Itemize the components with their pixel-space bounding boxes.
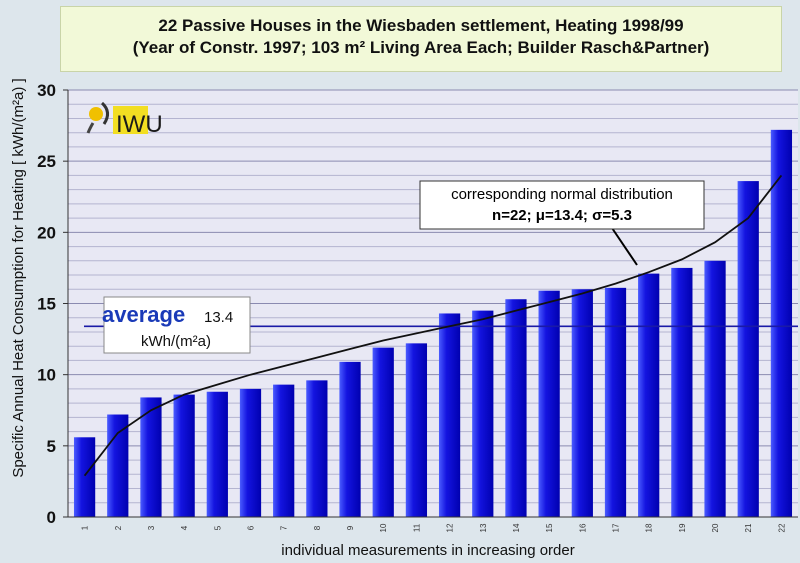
logo-text: IWU [116, 111, 163, 138]
y-tick-label: 10 [37, 366, 56, 385]
x-tick-label: 17 [612, 523, 621, 532]
bar [372, 347, 394, 517]
bar [339, 361, 361, 517]
bar [704, 260, 726, 517]
x-tick-label: 8 [313, 525, 322, 530]
x-tick-label: 3 [147, 525, 156, 530]
x-tick-label: 19 [678, 523, 687, 532]
bar [538, 290, 560, 517]
bar [306, 380, 328, 517]
bar [571, 289, 593, 517]
logo-arc [100, 101, 109, 125]
y-tick-label: 25 [37, 152, 56, 171]
average-box [103, 296, 251, 354]
logo-box [113, 106, 148, 134]
y-tick-label: 5 [47, 437, 56, 456]
bar [73, 437, 96, 517]
average-label: average [102, 302, 185, 327]
x-tick-label: 7 [280, 525, 289, 530]
x-tick-label: 6 [247, 525, 256, 530]
bar [472, 310, 494, 517]
x-tick-label: 5 [213, 525, 222, 530]
average-value: 13.4 [204, 309, 233, 326]
y-axis-label: Specific Annual Heat Consumption for Hea… [10, 78, 27, 477]
bar [206, 391, 228, 517]
bars [73, 129, 793, 518]
y-tick-label: 15 [37, 295, 56, 314]
bar [638, 273, 660, 517]
bar [239, 388, 262, 517]
bar [140, 397, 162, 517]
y-tick-label: 20 [37, 223, 56, 242]
x-tick-label: 15 [545, 523, 554, 532]
y-axis: 0 5 10 15 20 25 30 [37, 81, 69, 527]
logo-mark-icon [89, 107, 103, 121]
x-axis-label: individual measurements in increasing or… [281, 542, 574, 559]
bar [604, 287, 627, 517]
x-tick-label: 2 [114, 525, 123, 530]
x-tick-label: 14 [512, 523, 521, 532]
x-tick-label: 10 [379, 523, 388, 532]
x-tick-label: 13 [479, 523, 488, 532]
annotation-line2: n=22; μ=13.4; σ=5.3 [492, 207, 632, 224]
bar [671, 267, 693, 517]
x-axis: 1 2 3 4 5 6 7 8 9 10 11 12 13 14 15 16 17 18 19 20 21 22 [68, 516, 798, 532]
normal-distribution-curve [83, 174, 783, 477]
x-tick-label: 22 [777, 523, 786, 532]
bar [107, 414, 129, 517]
x-tick-label: 20 [711, 523, 720, 532]
bar [173, 394, 195, 517]
bar [438, 313, 461, 517]
x-tick-label: 18 [645, 523, 654, 532]
x-tick-label: 21 [744, 523, 753, 532]
x-tick-label: 16 [578, 523, 587, 532]
chart-title: 22 Passive Houses in the Wiesbaden settl… [158, 16, 684, 35]
bar [737, 181, 759, 518]
bar [770, 129, 793, 517]
y-tick-label: 0 [47, 508, 56, 527]
chart-title-box: 22 Passive Houses in the Wiesbaden settl… [60, 6, 782, 72]
x-tick-label: 9 [346, 525, 355, 530]
annotation-line1: corresponding normal distribution [451, 186, 673, 203]
iwu-logo: IWU [86, 101, 163, 138]
annotation-pointer [611, 227, 638, 266]
chart-subtitle: (Year of Constr. 1997; 103 m² Living Are… [132, 38, 710, 57]
bar [405, 343, 428, 517]
bar [273, 384, 295, 517]
x-tick-label: 1 [81, 525, 90, 530]
x-tick-label: 4 [180, 525, 189, 530]
x-tick-label: 11 [412, 523, 421, 532]
x-tick-label: 12 [446, 523, 455, 532]
logo-stem [86, 122, 95, 134]
bar [505, 299, 527, 517]
y-tick-label: 30 [37, 81, 56, 100]
annotation-box [419, 180, 705, 230]
average-unit: kWh/(m²a) [141, 333, 211, 350]
